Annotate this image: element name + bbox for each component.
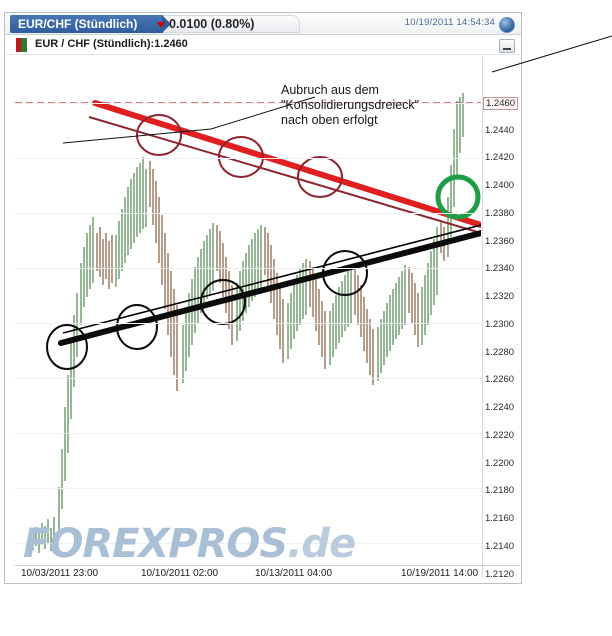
symbol-tab[interactable]: EUR/CHF (Stündlich) [10, 15, 172, 33]
price-tick-label: 1.2360 [485, 236, 515, 247]
watermark-text: FOREXPROS [23, 521, 288, 563]
gridline [15, 323, 481, 324]
watermark-suffix: .de [287, 521, 356, 563]
breakout-marker [435, 174, 481, 220]
price-tick-label: 1.2440 [485, 125, 515, 136]
gridline [15, 268, 481, 269]
price-tick-label: 1.2160 [485, 513, 515, 524]
resistance-line [92, 100, 481, 228]
price-tick-label: 1.2300 [485, 319, 515, 330]
price-tick-label: 1.2240 [485, 402, 515, 413]
candlestick-icon [16, 38, 27, 52]
gridline [15, 213, 481, 214]
support-touch-marker [116, 304, 158, 350]
price-tick-label: 1.2260 [485, 374, 515, 385]
price-tick-label: 1.2120 [485, 569, 515, 580]
chart-window: EUR/CHF (Stündlich) 0.0100 (0.80%) 10/19… [4, 12, 522, 584]
price-tick-label: 1.2280 [485, 347, 515, 358]
annotation-line-2: "Konsolidierungsdreieck" [281, 98, 420, 112]
support-touch-marker [322, 250, 368, 296]
price-tick-label: 1.2200 [485, 458, 515, 469]
support-touch-marker [200, 279, 246, 325]
gridline [15, 488, 481, 489]
date-tick-label: 10/19/2011 14:00 [401, 568, 479, 579]
ohlc-bars [32, 93, 464, 553]
chart-plot-area[interactable]: FOREXPROS.de [15, 57, 481, 563]
gridline [15, 378, 481, 379]
price-tick-label: 1.2220 [485, 430, 515, 441]
window-titlebar: EUR/CHF (Stündlich) 0.0100 (0.80%) 10/19… [5, 13, 521, 35]
date-tick-label: 10/10/2011 02:00 [141, 568, 219, 579]
date-axis[interactable]: 10/03/2011 23:00 10/10/2011 02:00 10/13/… [15, 565, 520, 584]
minimize-icon[interactable] [499, 39, 515, 53]
annotation-line-3: nach oben erfolgt [281, 113, 378, 127]
price-tick-label: 1.2340 [485, 263, 515, 274]
timestamp: 10/19/2011 14:54:34 [404, 17, 495, 28]
watermark: FOREXPROS.de [23, 521, 356, 563]
chart-legend-bar: EUR / CHF (Stündlich):1.2460 [5, 35, 521, 55]
price-change: 0.0100 (0.80%) [157, 15, 254, 33]
annotation-line-1: Aubruch aus dem [281, 83, 379, 97]
support-line [58, 230, 481, 346]
price-tick-label: 1.2140 [485, 541, 515, 552]
price-change-value: 0.0100 (0.80%) [169, 17, 255, 31]
price-tick-label: 1.2400 [485, 180, 515, 191]
date-tick-label: 10/03/2011 23:00 [21, 568, 99, 579]
price-axis[interactable]: 1.2460 1.2440 1.2420 1.2400 1.2380 1.236… [482, 57, 522, 580]
price-tick-label: 1.2420 [485, 152, 515, 163]
arrow-down-icon [157, 21, 165, 28]
support-touch-marker [46, 324, 88, 370]
price-tick-label: 1.2320 [485, 291, 515, 302]
resistance-touch-marker [218, 136, 264, 178]
gridline [15, 433, 481, 434]
legend-label: EUR / CHF (Stündlich):1.2460 [35, 38, 188, 50]
price-series-svg [15, 93, 481, 553]
price-tick-label: 1.2180 [485, 485, 515, 496]
price-tick-label: 1.2380 [485, 208, 515, 219]
date-tick-label: 10/13/2011 04:00 [255, 568, 333, 579]
price-tick-label-current: 1.2460 [483, 97, 519, 110]
gridline [15, 103, 481, 104]
globe-icon[interactable] [499, 17, 515, 33]
resistance-line-inner [88, 116, 481, 234]
breakout-annotation: Aubruch aus dem "Konsolidierungsdreieck"… [281, 83, 419, 128]
gridline [15, 158, 481, 159]
resistance-touch-marker [136, 114, 182, 156]
gridline [15, 543, 481, 544]
annotation-leader-line [62, 96, 316, 144]
support-line-inner [62, 224, 481, 334]
resistance-touch-marker [297, 156, 343, 198]
